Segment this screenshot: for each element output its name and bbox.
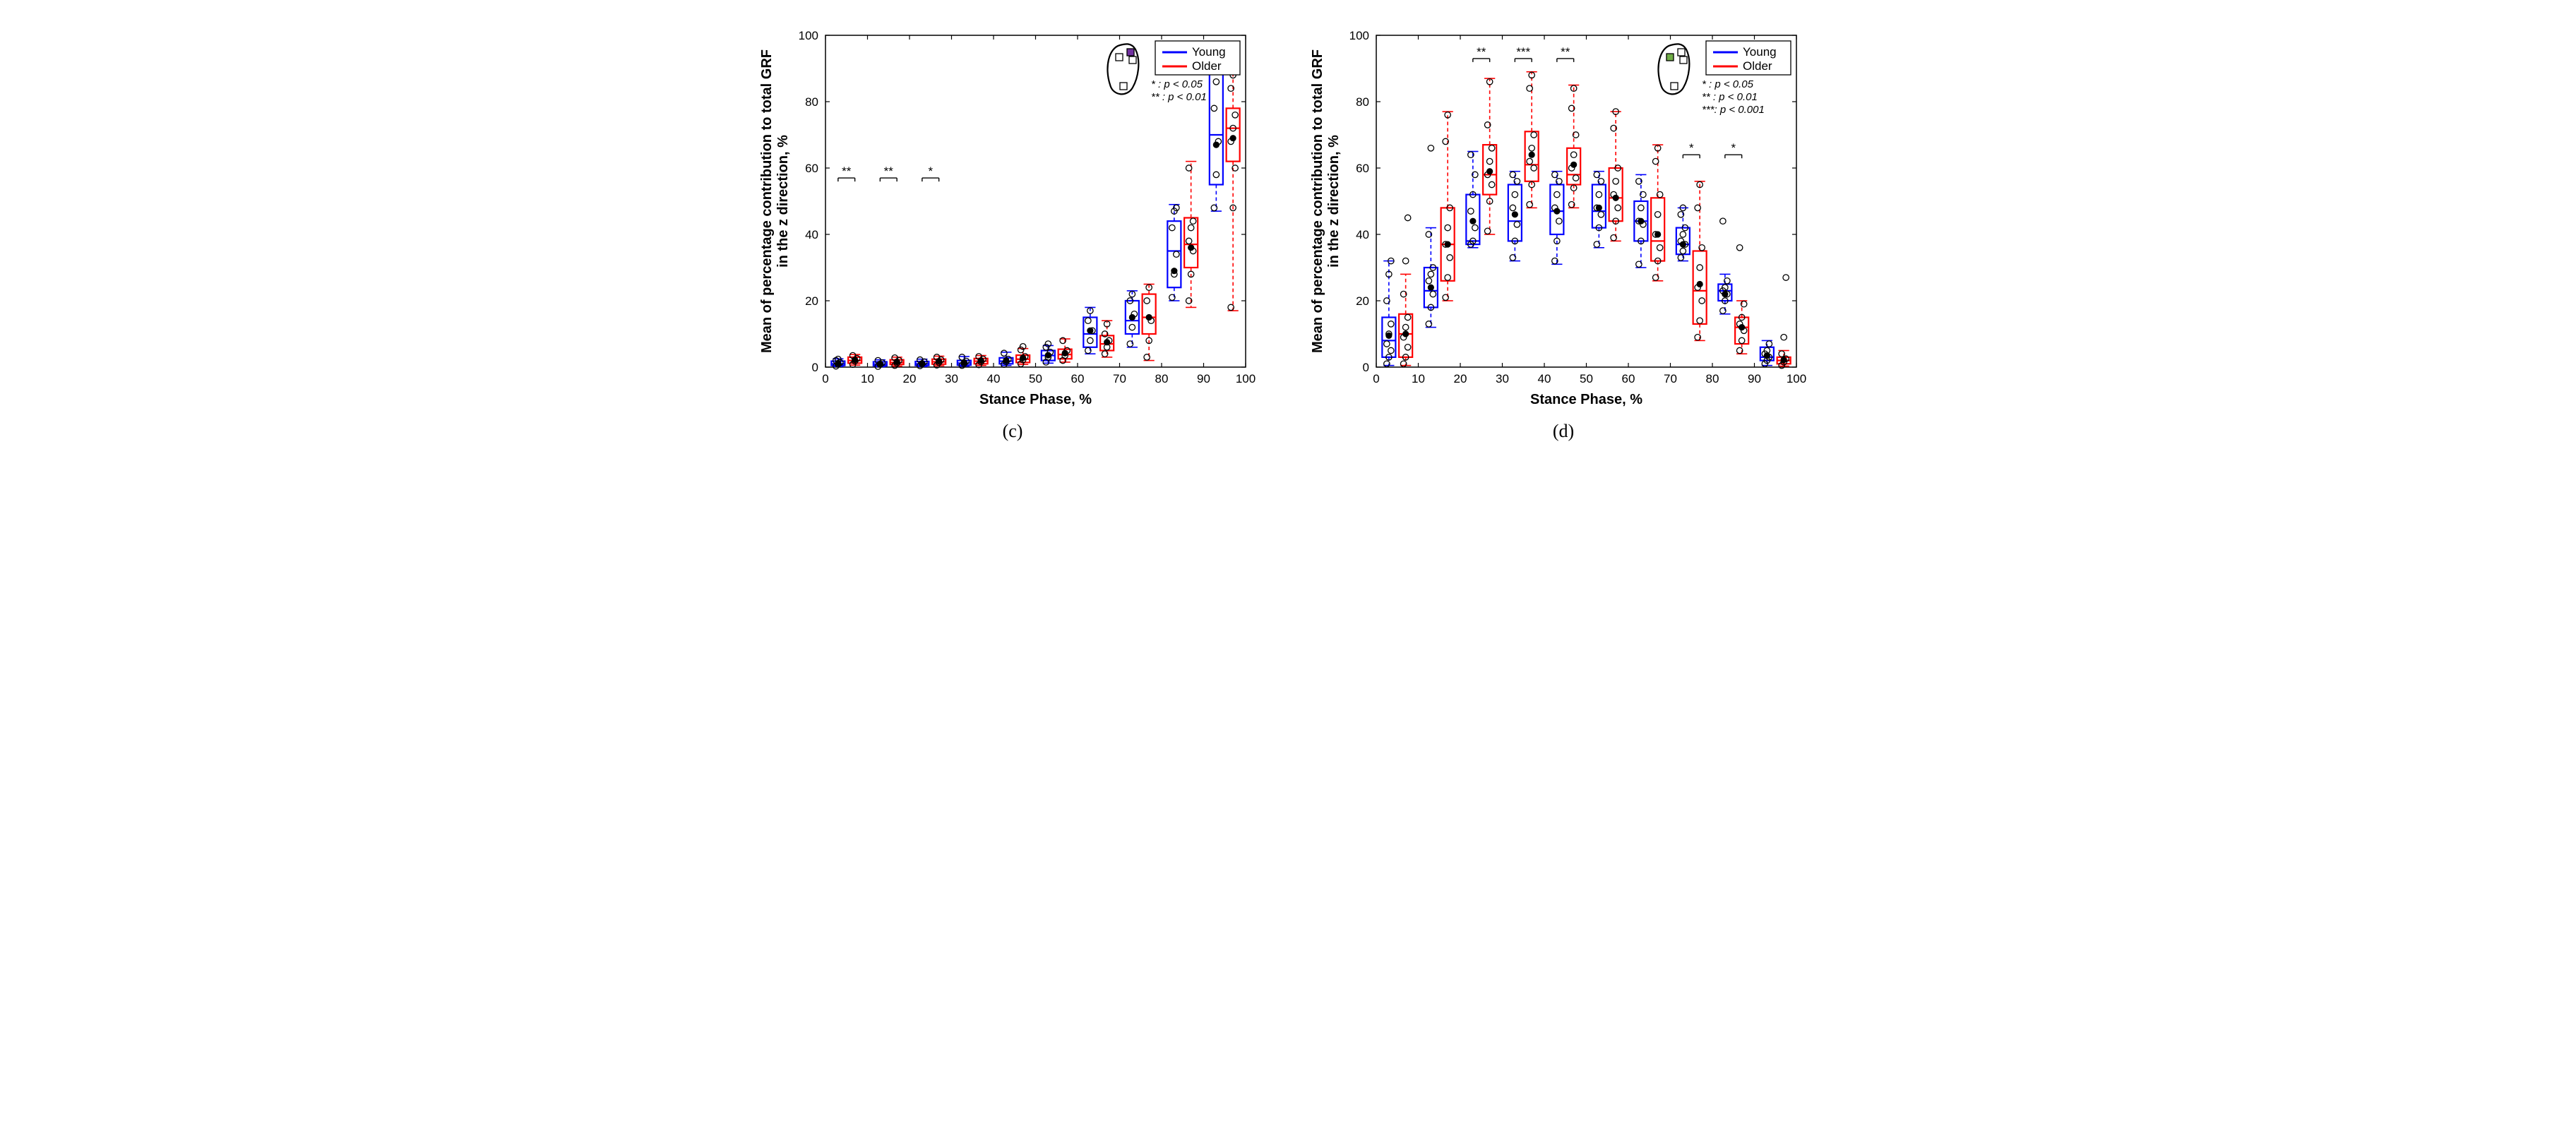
svg-text:90: 90	[1197, 372, 1210, 385]
svg-text:0: 0	[822, 372, 828, 385]
svg-text:** : p < 0.01: ** : p < 0.01	[1702, 91, 1758, 103]
svg-text:80: 80	[1356, 95, 1369, 109]
panel-c: 0 10 20 30 40 50 60 70 80 90 100 0 20 40 60 80 100 Stance…	[758, 21, 1267, 442]
svg-text:20: 20	[1356, 294, 1369, 308]
svg-text:** : p < 0.01: ** : p < 0.01	[1151, 91, 1207, 103]
svg-text:20: 20	[903, 372, 917, 385]
svg-text:100: 100	[1236, 372, 1256, 385]
svg-text:Young: Young	[1743, 45, 1777, 59]
svg-text:70: 70	[1113, 372, 1126, 385]
svg-text:20: 20	[1454, 372, 1467, 385]
svg-text:Stance Phase, %: Stance Phase, %	[1530, 392, 1642, 407]
panel-d: 0 10 20 30 40 50 60 70 80 90 100 0 20 40 60 80 100 Stance…	[1309, 21, 1818, 442]
svg-text:*: *	[1731, 141, 1736, 155]
svg-text:50: 50	[1580, 372, 1593, 385]
svg-text:**: **	[1561, 45, 1570, 59]
svg-text:**: **	[842, 164, 852, 178]
svg-text:10: 10	[1412, 372, 1425, 385]
chart-d: 0 10 20 30 40 50 60 70 80 90 100 0 20 40 60 80 100 Stance…	[1309, 21, 1818, 417]
svg-text:40: 40	[987, 372, 1001, 385]
svg-text:40: 40	[1356, 228, 1369, 241]
svg-text:*: *	[1689, 141, 1694, 155]
svg-text:80: 80	[1706, 372, 1719, 385]
svg-text:30: 30	[945, 372, 958, 385]
figure-wrap: 0102030405060708090100020406080100Stance…	[0, 0, 2576, 449]
svg-text:60: 60	[1356, 162, 1369, 175]
svg-text:*: *	[928, 164, 933, 178]
svg-text:Stance Phase, %: Stance Phase, %	[979, 392, 1092, 407]
svg-text:***: ***	[1516, 45, 1530, 59]
svg-text:***: p < 0.001: ***: p < 0.001	[1702, 104, 1765, 116]
svg-text:**: **	[884, 164, 894, 178]
svg-text:Older: Older	[1192, 59, 1222, 73]
svg-text:Young: Young	[1192, 45, 1226, 59]
svg-text:80: 80	[805, 95, 818, 109]
chart-c: 0 10 20 30 40 50 60 70 80 90 100 0 20 40 60 80 100 Stance…	[758, 21, 1267, 417]
svg-text:100: 100	[799, 29, 818, 42]
svg-text:0: 0	[1373, 372, 1379, 385]
svg-text:30: 30	[1496, 372, 1509, 385]
svg-text:10: 10	[861, 372, 874, 385]
svg-text:80: 80	[1155, 372, 1169, 385]
svg-text:40: 40	[1538, 372, 1551, 385]
svg-text:40: 40	[805, 228, 818, 241]
svg-text:100: 100	[1787, 372, 1806, 385]
svg-text:**: **	[1477, 45, 1486, 59]
svg-text:Mean of percentage contributio: Mean of percentage contribution to total…	[1310, 49, 1342, 353]
svg-text:0: 0	[1363, 361, 1369, 374]
caption-d: (d)	[1553, 421, 1574, 442]
svg-text:0: 0	[812, 361, 818, 374]
svg-text:Mean of percentage contributio: Mean of percentage contribution to total…	[759, 49, 791, 353]
svg-text:* : p < 0.05: * : p < 0.05	[1151, 78, 1203, 90]
svg-text:100: 100	[1349, 29, 1369, 42]
svg-text:Older: Older	[1743, 59, 1772, 73]
svg-text:70: 70	[1664, 372, 1677, 385]
svg-text:50: 50	[1029, 372, 1042, 385]
svg-text:90: 90	[1748, 372, 1761, 385]
svg-text:60: 60	[1071, 372, 1085, 385]
svg-text:60: 60	[805, 162, 818, 175]
caption-c: (c)	[1003, 421, 1023, 442]
svg-text:* : p < 0.05: * : p < 0.05	[1702, 78, 1754, 90]
svg-text:20: 20	[805, 294, 818, 308]
svg-text:60: 60	[1622, 372, 1635, 385]
